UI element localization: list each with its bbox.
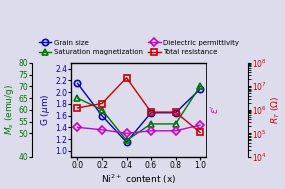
Saturation magnetization bbox=[149, 123, 153, 125]
Saturation magnetization bbox=[100, 109, 104, 111]
Dielectric permittivity bbox=[76, 126, 79, 129]
Total resistance bbox=[149, 111, 153, 113]
Dielectric permittivity bbox=[100, 129, 104, 131]
Dielectric permittivity bbox=[149, 130, 153, 132]
Grain size bbox=[100, 115, 104, 117]
Dielectric permittivity bbox=[198, 124, 202, 126]
Y-axis label: G ($\mu$m): G ($\mu$m) bbox=[39, 94, 52, 126]
Line: Grain size: Grain size bbox=[74, 80, 203, 145]
Saturation magnetization bbox=[174, 123, 177, 125]
Total resistance bbox=[76, 107, 79, 109]
Grain size bbox=[76, 82, 79, 84]
Line: Dielectric permittivity: Dielectric permittivity bbox=[74, 122, 203, 136]
Dielectric permittivity bbox=[125, 132, 128, 135]
Saturation magnetization bbox=[76, 97, 79, 99]
Legend: Grain size, Saturation magnetization, Dielectric permittivity, Total resistance: Grain size, Saturation magnetization, Di… bbox=[39, 40, 239, 55]
Saturation magnetization bbox=[125, 139, 128, 142]
Grain size bbox=[198, 88, 202, 90]
Y-axis label: $\varepsilon$$^{\prime}$: $\varepsilon$$^{\prime}$ bbox=[209, 105, 221, 114]
X-axis label: Ni$^{2+}$ content (x): Ni$^{2+}$ content (x) bbox=[101, 173, 176, 186]
Total resistance bbox=[198, 131, 202, 133]
Dielectric permittivity bbox=[174, 130, 177, 132]
Y-axis label: $M_s$ (emu/g): $M_s$ (emu/g) bbox=[3, 84, 16, 135]
Y-axis label: $R_T$ ($\Omega$): $R_T$ ($\Omega$) bbox=[270, 96, 282, 124]
Grain size bbox=[174, 112, 177, 114]
Grain size bbox=[125, 141, 128, 143]
Line: Total resistance: Total resistance bbox=[74, 75, 203, 136]
Saturation magnetization bbox=[198, 85, 202, 87]
Total resistance bbox=[174, 111, 177, 113]
Total resistance bbox=[125, 77, 128, 79]
Total resistance bbox=[100, 102, 104, 105]
Line: Saturation magnetization: Saturation magnetization bbox=[74, 83, 203, 143]
Grain size bbox=[149, 112, 153, 114]
